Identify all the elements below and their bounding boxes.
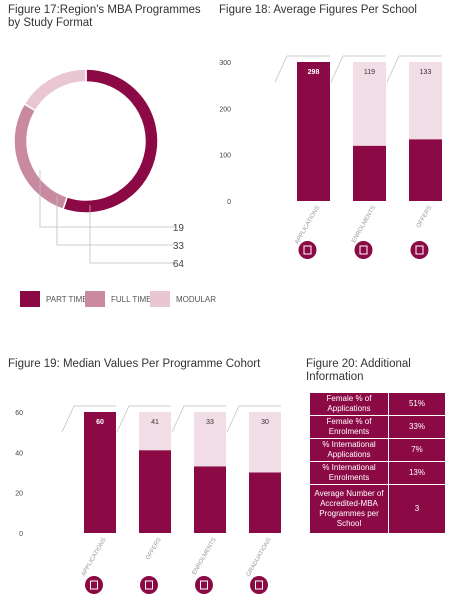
legend-item-full-time: FULL TIME (85, 290, 151, 308)
category-label-applications: APPLICATIONS (81, 537, 108, 577)
y-tick-label: 40 (15, 450, 23, 457)
y-tick-label: 100 (219, 153, 231, 160)
category-icon-applications (298, 241, 317, 259)
table-row: Average Number of Accredited-MBA Program… (310, 485, 445, 533)
legend-item-part-time: PART TIME (20, 290, 88, 308)
data-label-offers: 41 (151, 419, 159, 426)
bar-applications (84, 412, 116, 533)
leader-line-modular (39, 170, 176, 228)
category-icon-glyph (303, 245, 312, 255)
legend-swatch-part-time (20, 291, 40, 307)
data-label-applications: 298 (308, 69, 320, 76)
table-cell-value: 3 (389, 485, 445, 533)
legend-swatch-full-time (85, 291, 105, 307)
decor-line (274, 55, 330, 83)
table-cell-label: % International Enrolments (310, 462, 388, 484)
legend-label-modular: MODULAR (176, 294, 217, 304)
bar-graduations (249, 472, 281, 533)
category-icon-enrolments (195, 576, 213, 594)
fig19-title: Figure 19: Median Values Per Programme C… (8, 358, 261, 370)
table-cell-label: Female % of Enrolments (310, 416, 388, 438)
category-icon-glyph (200, 580, 208, 590)
slice-value-label: 33 (173, 241, 185, 252)
decor-line (61, 405, 116, 433)
legend-swatch-modular (150, 291, 170, 307)
table-row: Female % of Applications 51% (310, 393, 445, 415)
slice-value-label: 64 (173, 259, 185, 270)
table-cell-value: 13% (389, 462, 445, 484)
bar-enrolments (194, 466, 226, 533)
decor-line (116, 405, 171, 433)
y-tick-label: 300 (219, 60, 231, 67)
category-icon-glyph (145, 580, 153, 590)
data-label-graduations: 30 (261, 419, 269, 426)
legend-label-full-time: FULL TIME (111, 294, 152, 304)
fig18-title: Figure 18: Average Figures Per School (219, 4, 417, 16)
fig20-title-line2: Information (306, 371, 364, 383)
category-icon-offers (410, 241, 429, 259)
fig17-title-line1: Figure 17:Region's MBA Programmes (8, 4, 201, 16)
fig20-info-table: Female % of Applications 51% Female % of… (309, 392, 446, 534)
category-icon-offers (140, 576, 158, 594)
fig20-title: Figure 20: Additional Information (306, 358, 411, 384)
slice-value-label: 19 (173, 223, 185, 234)
category-icon-glyph (255, 580, 263, 590)
category-icon-glyph (415, 245, 424, 255)
category-label-graduations: GRADUATIONS (246, 537, 273, 578)
category-icon-glyph (90, 580, 98, 590)
bar-offers (139, 450, 171, 533)
fig17-title: Figure 17:Region's MBA Programmes by Stu… (8, 4, 201, 30)
decor-line (386, 55, 442, 83)
y-tick-label: 200 (219, 106, 231, 113)
legend-item-modular: MODULAR (150, 290, 216, 308)
leader-line-full-time (56, 196, 176, 246)
category-icon-enrolments (354, 241, 373, 259)
data-label-enrolments: 119 (364, 69, 375, 76)
bar-offers (409, 139, 442, 201)
leader-line-part-time (89, 205, 176, 264)
category-icon-applications (85, 576, 103, 594)
bar-applications (297, 62, 330, 201)
y-tick-label: 0 (227, 199, 231, 206)
bar-enrolments (353, 145, 386, 201)
table-cell-label: % International Applications (310, 439, 388, 461)
legend-label-part-time: PART TIME (46, 294, 88, 304)
y-tick-label: 0 (19, 531, 23, 538)
category-label-offers: OFFERS (145, 537, 162, 561)
table-row: % International Enrolments 13% (310, 462, 445, 484)
fig20-title-line1: Figure 20: Additional (306, 358, 411, 370)
y-tick-label: 60 (15, 410, 23, 417)
table-cell-value: 51% (389, 393, 445, 415)
table-cell-value: 7% (389, 439, 445, 461)
decor-line (330, 55, 386, 83)
table-row: % International Applications 7% (310, 439, 445, 461)
table-cell-label: Female % of Applications (310, 393, 388, 415)
data-label-enrolments: 33 (206, 419, 214, 426)
category-label-enrolments: ENROLMENTS (192, 537, 218, 576)
table-cell-value: 33% (389, 416, 445, 438)
data-label-offers: 133 (420, 69, 432, 76)
category-icon-glyph (359, 245, 368, 255)
category-icon-graduations (250, 576, 268, 594)
table-row: Female % of Enrolments 33% (310, 416, 445, 438)
decor-line (171, 405, 226, 433)
decor-line (226, 405, 281, 433)
fig17-title-line2: by Study Format (8, 17, 93, 29)
fig17-legend: PART TIME FULL TIME MODULAR (20, 290, 260, 308)
donut-slice-modular (23, 68, 87, 112)
table-cell-label: Average Number of Accredited-MBA Program… (310, 485, 388, 533)
data-label-applications: 60 (96, 419, 104, 426)
y-tick-label: 20 (15, 491, 23, 498)
